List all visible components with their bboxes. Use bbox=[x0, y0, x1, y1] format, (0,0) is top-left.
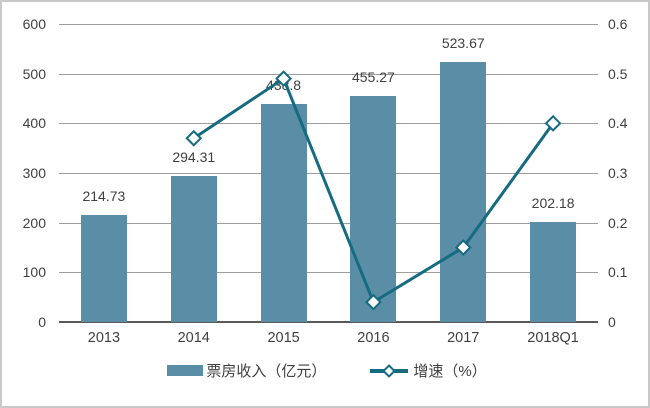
bar-2014 bbox=[170, 175, 217, 322]
gridline bbox=[59, 24, 598, 25]
right-axis-tick: 0 bbox=[608, 314, 616, 330]
gridline bbox=[59, 73, 598, 75]
right-axis-tick: 0.4 bbox=[608, 115, 628, 132]
x-axis-label-2018Q1: 2018Q1 bbox=[527, 330, 579, 346]
right-axis-tick: 0.6 bbox=[608, 16, 628, 32]
legend: 票房收入（亿元） 增速（%） bbox=[2, 360, 648, 381]
x-axis-label-2014: 2014 bbox=[177, 330, 210, 346]
left-axis-tick: 400 bbox=[22, 115, 46, 132]
bar-value-label-2017: 523.67 bbox=[441, 34, 485, 51]
bar-value-label-2015: 438.8 bbox=[266, 77, 302, 94]
legend-item-growth: 增速（%） bbox=[368, 360, 487, 381]
gridline bbox=[59, 222, 598, 224]
right-axis-tick: 0.2 bbox=[608, 214, 628, 231]
legend-item-box-office: 票房收入（亿元） bbox=[167, 360, 326, 381]
legend-label-box-office: 票房收入（亿元） bbox=[206, 363, 327, 380]
bar-value-label-2013: 214.73 bbox=[82, 188, 126, 205]
bar-legend-swatch-icon bbox=[167, 365, 204, 376]
bar-2017 bbox=[440, 61, 487, 322]
left-axis-tick: 600 bbox=[22, 16, 46, 32]
bar-value-label-2016: 455.27 bbox=[351, 68, 395, 85]
left-axis-tick: 300 bbox=[22, 165, 46, 181]
left-axis-tick: 0 bbox=[38, 314, 46, 330]
bar-value-label-2018Q1: 202.18 bbox=[531, 194, 575, 211]
x-axis-line bbox=[59, 321, 598, 323]
line-legend-marker-icon bbox=[370, 363, 409, 378]
bar-value-label-2014: 294.31 bbox=[172, 148, 216, 165]
legend-label-growth: 增速（%） bbox=[413, 363, 487, 380]
gridline bbox=[59, 173, 598, 174]
left-axis-tick: 100 bbox=[22, 264, 46, 281]
left-axis-tick: 500 bbox=[22, 65, 46, 82]
gridline bbox=[59, 272, 598, 274]
bar-2016 bbox=[350, 95, 397, 322]
bar-2015 bbox=[260, 104, 307, 322]
bar-2013 bbox=[80, 215, 127, 322]
x-axis-label-2017: 2017 bbox=[447, 330, 480, 346]
left-axis-tick: 200 bbox=[22, 214, 46, 231]
line-marker bbox=[185, 129, 203, 147]
gridline bbox=[59, 123, 598, 125]
x-axis-label-2015: 2015 bbox=[267, 330, 300, 346]
right-axis-tick: 0.5 bbox=[608, 65, 628, 82]
right-axis-tick: 0.1 bbox=[608, 264, 628, 281]
right-axis-tick: 0.3 bbox=[608, 165, 628, 181]
x-axis-label-2016: 2016 bbox=[357, 330, 390, 346]
x-axis-label-2013: 2013 bbox=[87, 330, 121, 346]
bar-2018Q1 bbox=[530, 221, 577, 322]
